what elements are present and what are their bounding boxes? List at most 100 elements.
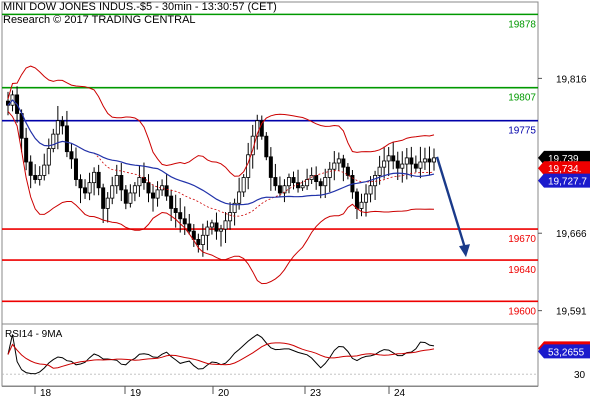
candle-body bbox=[382, 160, 387, 168]
candle-body bbox=[83, 187, 88, 194]
candle-body bbox=[336, 158, 341, 164]
candle-body bbox=[327, 168, 332, 178]
candle-body bbox=[64, 125, 69, 153]
candle-body bbox=[73, 158, 78, 180]
candle-body bbox=[291, 177, 296, 184]
x-tick-label-20: 20 bbox=[218, 388, 230, 399]
candle-body bbox=[137, 177, 142, 187]
candle-body bbox=[128, 192, 133, 204]
candle-body bbox=[196, 239, 201, 245]
moving-average-line bbox=[7, 99, 435, 206]
level-label-19640: 19640 bbox=[508, 265, 536, 276]
candle-body bbox=[241, 177, 246, 193]
candle-body bbox=[209, 222, 214, 228]
candle-body bbox=[46, 148, 51, 166]
price-tag-label: 19,739 bbox=[548, 154, 579, 165]
candle-body bbox=[78, 179, 83, 189]
rsi-ma-line bbox=[7, 342, 435, 369]
candle-body bbox=[51, 133, 56, 149]
candle-body bbox=[178, 212, 183, 220]
level-label-19600: 19600 bbox=[508, 306, 536, 317]
candle-body bbox=[341, 158, 346, 168]
candle-body bbox=[232, 202, 237, 213]
candle-body bbox=[28, 161, 33, 176]
candle-body bbox=[377, 166, 382, 176]
candle-body bbox=[427, 158, 432, 163]
candle-body bbox=[373, 175, 378, 187]
candle-body bbox=[155, 189, 160, 199]
candle-body bbox=[273, 177, 278, 187]
candle-body bbox=[42, 164, 47, 176]
candle-body bbox=[191, 230, 196, 240]
price-tag-label: 19,727.7 bbox=[548, 177, 587, 188]
candle-body bbox=[404, 157, 409, 165]
candles bbox=[6, 86, 436, 257]
candle-body bbox=[264, 135, 269, 158]
candle-body bbox=[296, 182, 301, 189]
level-label-19807: 19807 bbox=[508, 93, 536, 104]
rsi-tick-label-30: 30 bbox=[574, 370, 586, 381]
candle-body bbox=[69, 151, 74, 160]
candle-body bbox=[391, 155, 396, 162]
level-label-19878: 19878 bbox=[508, 19, 536, 30]
candle-body bbox=[19, 113, 24, 139]
candle-body bbox=[413, 163, 418, 169]
candle-body bbox=[259, 120, 264, 137]
candle-body bbox=[87, 182, 92, 194]
candle-body bbox=[323, 177, 328, 187]
candle-body bbox=[268, 156, 273, 178]
candle-body bbox=[164, 185, 169, 197]
y-tick-label-19,666: 19,666 bbox=[556, 229, 587, 240]
candle-body bbox=[60, 120, 65, 127]
candle-body bbox=[151, 192, 156, 199]
candle-body bbox=[141, 177, 146, 184]
candle-body bbox=[368, 185, 373, 195]
candle-body bbox=[354, 191, 359, 209]
candle-body bbox=[364, 193, 369, 203]
candle-body bbox=[345, 166, 350, 176]
candle-body bbox=[228, 212, 233, 222]
y-tick-label-19,591: 19,591 bbox=[556, 307, 587, 318]
candle-body bbox=[277, 185, 282, 194]
candle-body bbox=[409, 157, 414, 165]
candle-body bbox=[105, 197, 110, 209]
rsi-pane-label: RSI14 - 9MA bbox=[5, 329, 63, 340]
x-tick-label-23: 23 bbox=[310, 388, 322, 399]
candle-body bbox=[300, 185, 305, 189]
candle-body bbox=[431, 157, 436, 163]
rsi-value-tag bbox=[538, 344, 590, 359]
candle-body bbox=[187, 223, 192, 232]
price-tag-box bbox=[538, 161, 590, 176]
candle-body bbox=[223, 220, 228, 230]
projection-arrow-shaft bbox=[435, 156, 467, 249]
candle-body bbox=[114, 175, 119, 187]
candle-body bbox=[92, 171, 97, 184]
candle-body bbox=[132, 185, 137, 194]
price-tag-box bbox=[538, 173, 590, 188]
level-label-19670: 19670 bbox=[508, 234, 536, 245]
x-tick-label-24: 24 bbox=[394, 388, 406, 399]
candle-body bbox=[422, 158, 427, 163]
candle-body bbox=[33, 175, 38, 180]
candle-body bbox=[218, 228, 223, 232]
candle-body bbox=[173, 208, 178, 213]
candle-body bbox=[55, 120, 60, 135]
candle-body bbox=[110, 185, 115, 199]
candle-body bbox=[286, 177, 291, 187]
chart-copyright: Research © 2017 TRADING CENTRAL bbox=[3, 14, 196, 26]
plot-frame bbox=[1, 1, 539, 387]
chart-title: MINI DOW JONES INDUS.-$5 - 30min - 13:30… bbox=[3, 1, 277, 13]
projection-arrow-head bbox=[459, 244, 470, 258]
bollinger-lower-band bbox=[7, 111, 435, 285]
candle-body bbox=[214, 222, 219, 232]
candle-body bbox=[24, 137, 29, 163]
candle-body bbox=[37, 175, 42, 180]
x-tick-label-18: 18 bbox=[40, 388, 52, 399]
candle-body bbox=[101, 187, 106, 209]
candle-body bbox=[332, 162, 337, 170]
candle-body bbox=[146, 182, 151, 194]
y-tick-label-19,816: 19,816 bbox=[556, 74, 587, 85]
candle-body bbox=[200, 234, 205, 245]
